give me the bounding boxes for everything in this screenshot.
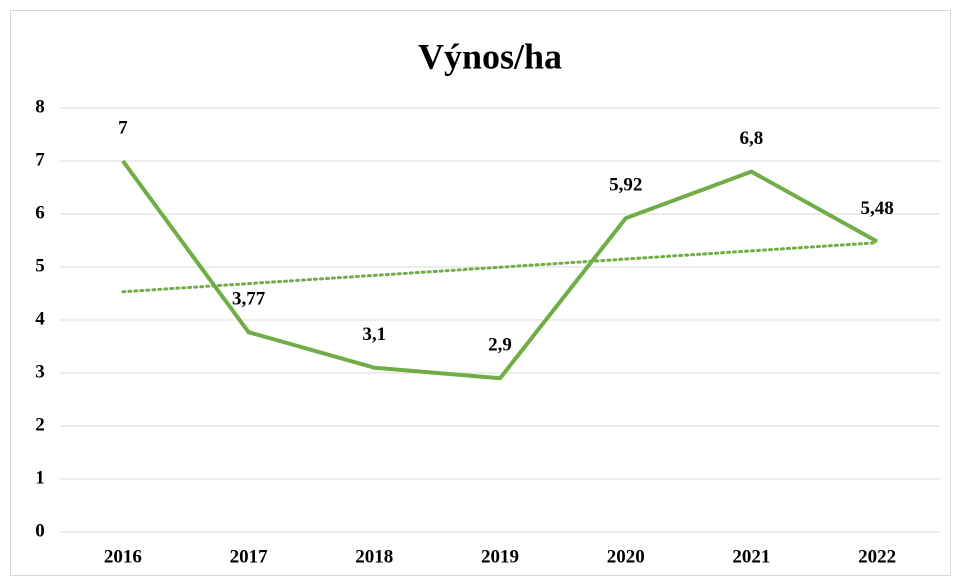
data-label: 5,92	[609, 175, 642, 196]
x-tick-label: 2017	[230, 546, 269, 567]
data-label: 2,9	[488, 335, 512, 356]
y-tick-label: 6	[35, 202, 45, 223]
data-label: 3,1	[362, 324, 386, 345]
x-tick-label: 2018	[355, 546, 393, 567]
y-tick-label: 1	[35, 467, 45, 488]
x-tick-label: 2019	[481, 546, 519, 567]
data-label: 5,48	[861, 198, 894, 219]
x-tick-label: 2020	[607, 546, 645, 567]
y-tick-label: 7	[35, 149, 45, 170]
data-label: 3,77	[232, 289, 266, 310]
x-tick-label: 2021	[732, 546, 770, 567]
trendline	[121, 241, 879, 294]
y-tick-label: 5	[35, 255, 45, 276]
chart-title: Výnos/ha	[418, 36, 562, 76]
y-tick-label: 0	[35, 520, 45, 541]
x-tick-label: 2022	[858, 546, 896, 567]
y-tick-label: 2	[35, 414, 45, 435]
y-tick-label: 3	[35, 361, 45, 382]
x-tick-label: 2016	[104, 546, 142, 567]
data-label: 6,8	[740, 128, 764, 149]
data-label: 7	[118, 117, 128, 138]
chart-border	[10, 10, 951, 576]
y-tick-label: 8	[35, 96, 45, 117]
y-tick-label: 4	[35, 308, 45, 329]
data-line	[121, 159, 879, 381]
